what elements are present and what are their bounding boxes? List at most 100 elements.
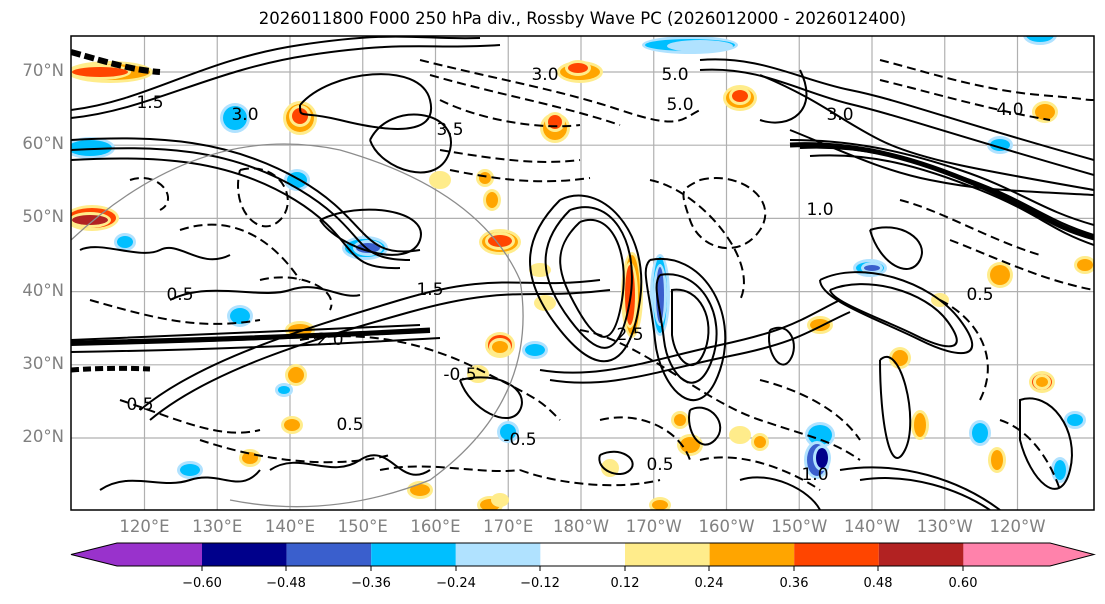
colorbar-bin	[878, 543, 964, 566]
contour-positive	[71, 137, 421, 253]
contour-negative	[579, 329, 861, 461]
rossby-wave-contours	[71, 36, 1094, 510]
contour-positive	[879, 356, 912, 459]
shading-patch	[754, 436, 766, 448]
contour-label: 1.5	[136, 93, 163, 113]
contour-label: 5.0	[666, 95, 693, 115]
lon-label: 140°W	[843, 517, 901, 536]
contour-positive	[149, 289, 611, 421]
contour-negative	[999, 419, 1061, 491]
contour-positive	[809, 154, 1094, 246]
shading-patch	[486, 192, 498, 208]
shading-patch	[180, 464, 200, 476]
contour-jet-band	[71, 365, 151, 373]
shading-patch	[292, 108, 308, 124]
shading-patch	[230, 308, 250, 324]
colorbar-bin	[117, 543, 202, 566]
lon-label: 150°E	[337, 517, 388, 536]
lon-label: 120°E	[119, 517, 170, 536]
shading-patch	[117, 236, 133, 248]
map-frame	[70, 35, 1095, 511]
contour-label: 1.0	[801, 465, 828, 485]
contour-positive	[71, 36, 481, 111]
shading-patch	[72, 67, 128, 77]
colorbar-bin	[963, 543, 1050, 566]
contour-positive	[759, 74, 1094, 191]
shading-patch	[223, 106, 247, 130]
contour-label: 2.5	[616, 325, 643, 345]
contour-label: 3.0	[826, 105, 853, 125]
contour-positive	[549, 311, 851, 384]
shading-patch	[492, 341, 508, 353]
contour-positive	[71, 157, 401, 270]
contour-negative	[199, 439, 391, 464]
shading-patch	[914, 413, 926, 437]
lon-label: 140°E	[264, 517, 316, 536]
coastline-arc	[71, 143, 524, 508]
lon-label: 130°W	[916, 517, 973, 536]
colorbar-tick: −0.12	[520, 576, 560, 591]
colorbar-extend-min	[71, 543, 117, 566]
contour-negative	[879, 59, 1094, 101]
contour-label: 1.5	[416, 280, 443, 300]
colorbar-bin	[202, 543, 287, 566]
contour-negative	[682, 177, 767, 249]
contour-jet-band	[71, 49, 161, 75]
contour-label: 3.0	[231, 105, 258, 125]
map-title: 2026011800 F000 250 hPa div., Rossby Wav…	[258, 9, 907, 28]
lon-label: 120°W	[989, 517, 1046, 536]
shading-patch	[892, 350, 908, 366]
shading-patch	[72, 215, 108, 225]
contour-positive	[859, 477, 991, 510]
contour-label: 0.5	[166, 285, 193, 305]
contour-positive	[829, 283, 958, 348]
contour-positive	[319, 208, 422, 256]
colorbar-tick: −0.48	[266, 576, 306, 591]
shading-patch	[479, 172, 491, 184]
lon-label: 150°W	[771, 517, 828, 536]
colorbar-bin	[286, 543, 372, 566]
lat-label-20: 20°N	[22, 427, 64, 446]
contour-negative	[939, 299, 989, 401]
lat-label-50: 50°N	[22, 207, 64, 227]
contour-negative	[179, 223, 301, 281]
contour-negative	[649, 179, 745, 301]
shading-patch	[680, 437, 700, 453]
shading-patch	[278, 386, 290, 394]
contour-negative	[879, 79, 1051, 121]
shading-patch	[1036, 377, 1048, 387]
colorbar-outline	[70, 542, 1096, 567]
contour-positive	[299, 73, 433, 130]
lon-label: 160°W	[698, 517, 755, 536]
contour-label: -0.5	[443, 365, 476, 385]
contour-negative	[519, 469, 661, 487]
contour-negative	[237, 167, 289, 228]
contour-positive	[79, 246, 231, 261]
contour-jet-band	[789, 142, 1094, 241]
shading-patch	[972, 423, 988, 443]
colorbar-tick: 0.12	[610, 576, 640, 591]
colorbar-bin	[794, 543, 879, 566]
colorbar-tick: 0.36	[779, 576, 809, 591]
contour-positive	[839, 466, 1001, 510]
contour-label: 0.5	[966, 285, 993, 305]
shading-patch	[674, 414, 686, 426]
colorbar-tick: −0.24	[436, 576, 476, 591]
contour-label: 2.0	[316, 330, 343, 350]
lat-label-70: 70°N	[22, 61, 64, 80]
contour-positive	[369, 113, 452, 174]
contour-positive	[768, 326, 795, 366]
colorbar-bin	[540, 543, 625, 566]
shading-patch	[568, 63, 588, 73]
contour-label: 3.5	[436, 120, 463, 140]
colorbar-bin	[371, 543, 456, 566]
contour-positive	[529, 194, 643, 363]
lon-label: 170°E	[483, 517, 534, 536]
shading-patch	[808, 425, 832, 445]
lat-label-30: 30°N	[22, 353, 64, 373]
colorbar-tick: −0.60	[182, 576, 222, 591]
contour-negative	[899, 199, 1041, 256]
contour-positive	[688, 406, 722, 446]
contour-negative	[379, 465, 521, 473]
contour-positive	[1019, 397, 1073, 490]
